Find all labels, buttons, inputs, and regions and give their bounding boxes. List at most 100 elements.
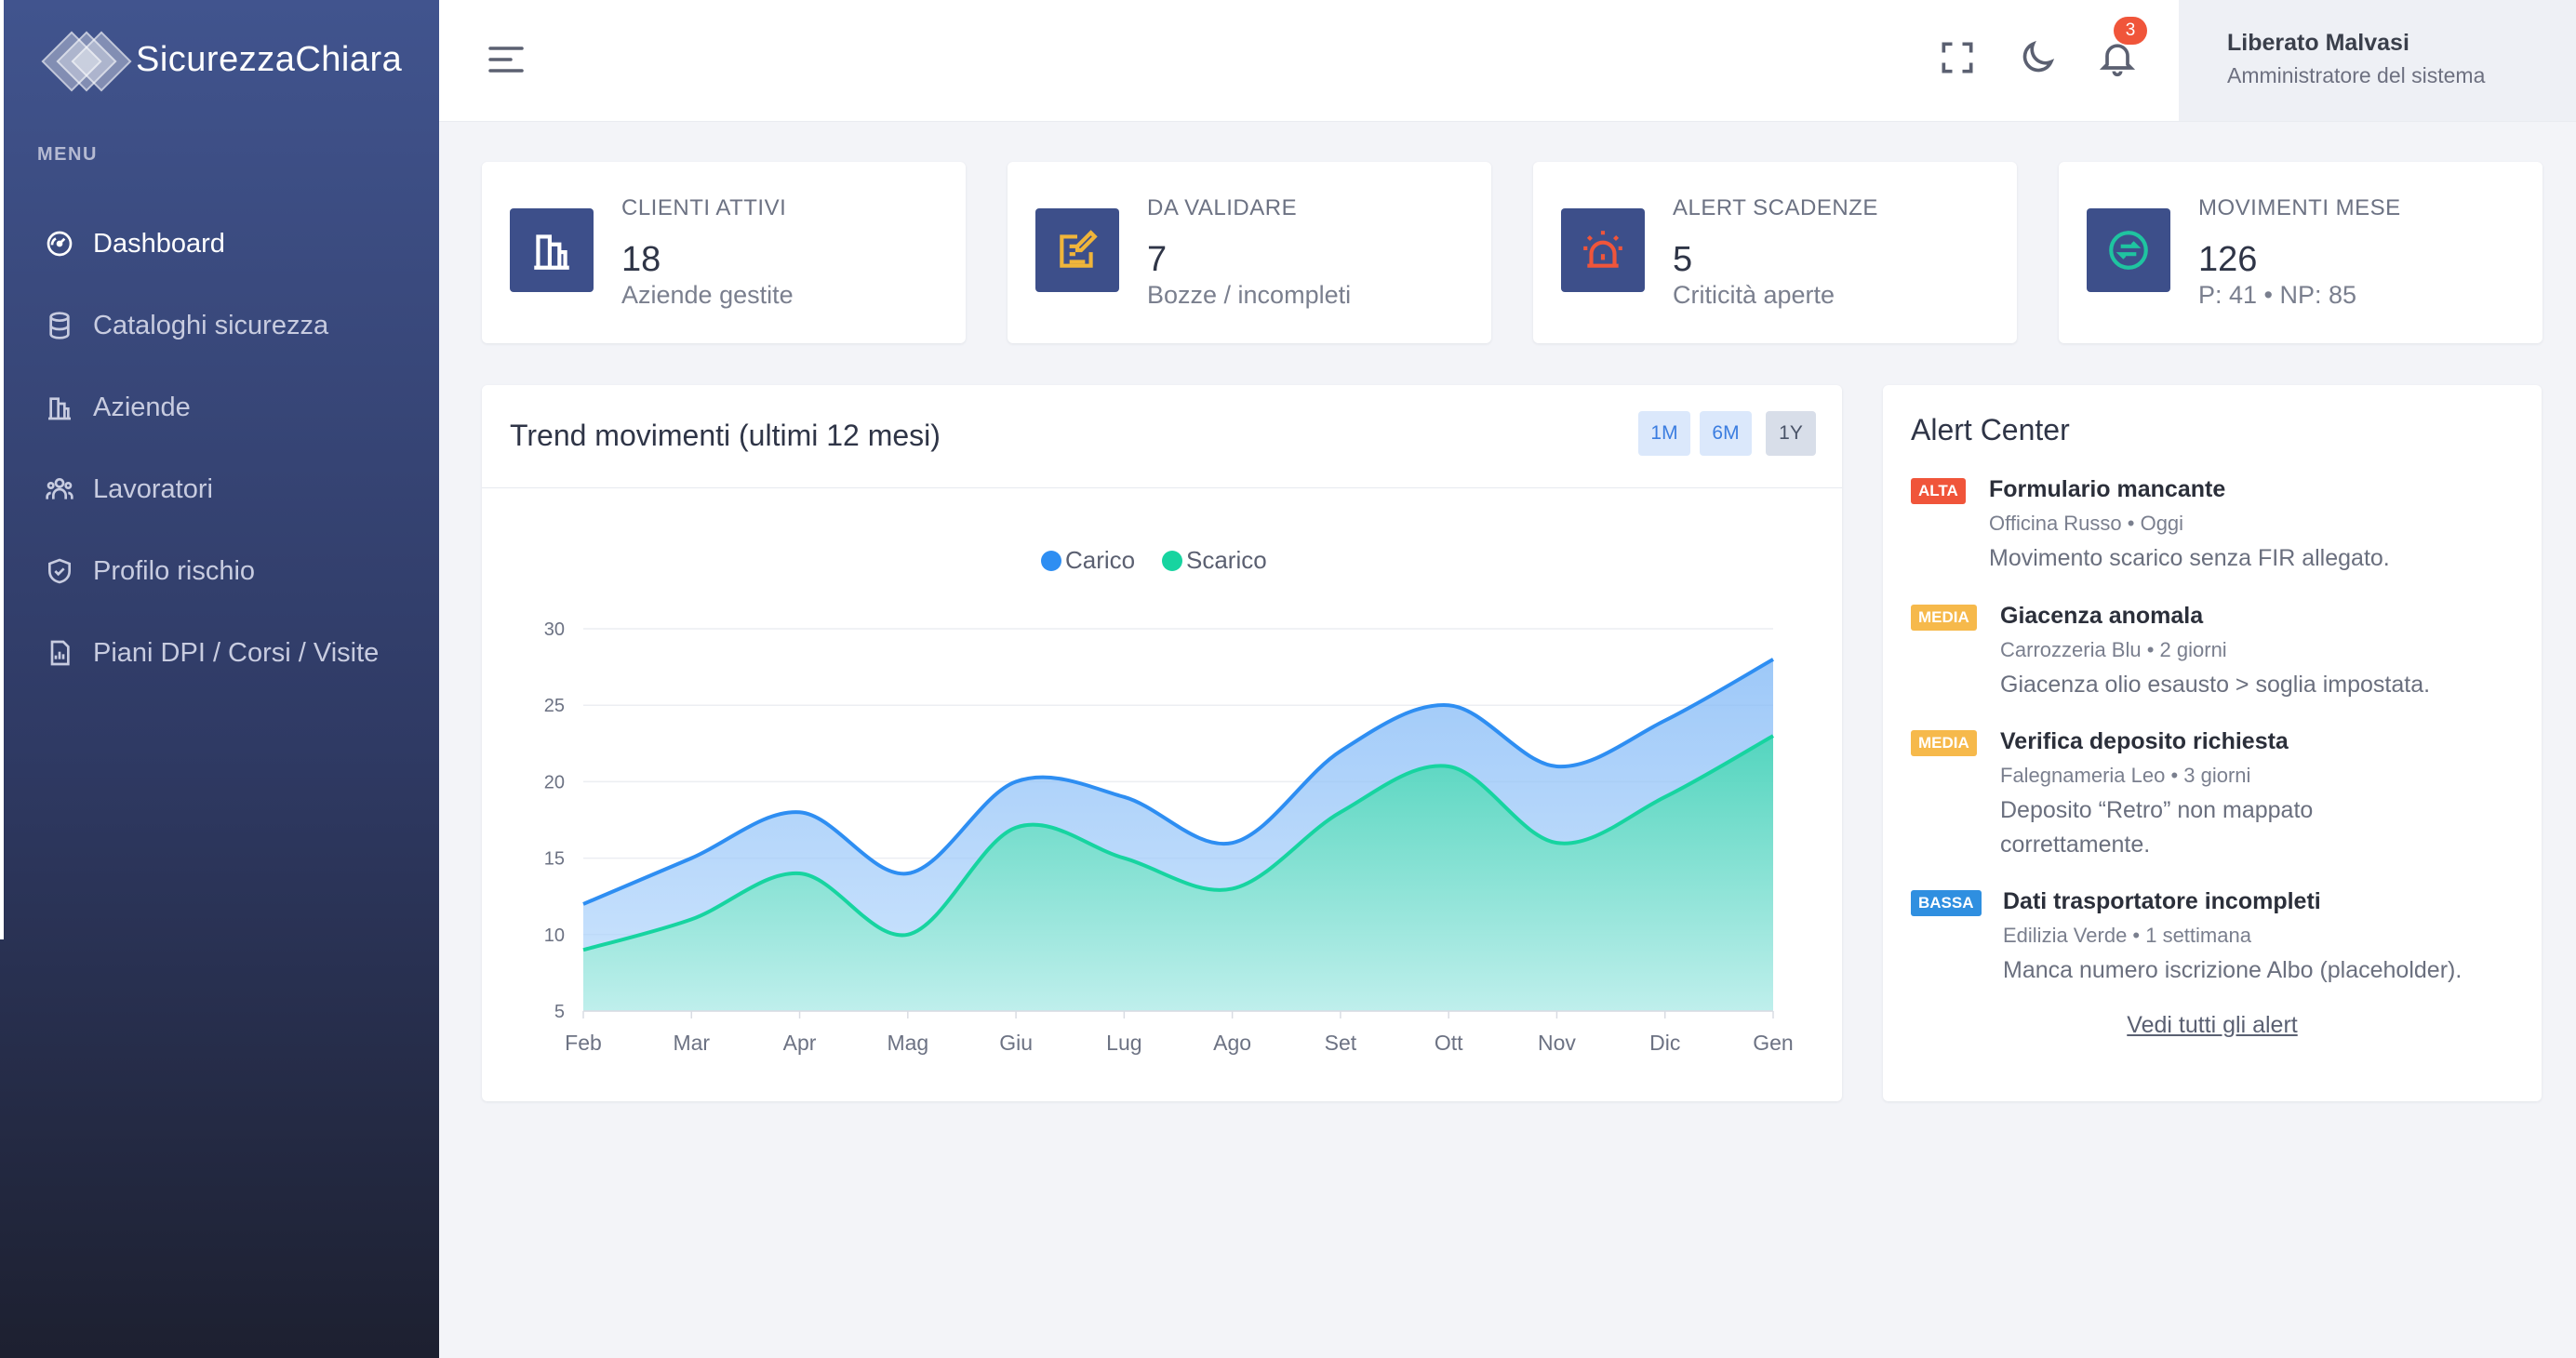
stat-subtitle: Aziende gestite xyxy=(621,281,794,309)
see-all-alerts-link[interactable]: Vedi tutti gli alert xyxy=(2127,1012,2298,1038)
alert-message: Giacenza olio esausto > soglia impostata… xyxy=(2000,672,2431,698)
x-tick-label: Set xyxy=(1325,1031,1357,1055)
severity-badge: ALTA xyxy=(1911,478,1966,504)
trend-chart-card: Trend movimenti (ultimi 12 mesi) 1M 6M 1… xyxy=(482,385,1842,1101)
legend-label-carico[interactable]: Carico xyxy=(1065,546,1135,574)
brand[interactable]: SicurezzaChiara xyxy=(41,26,402,93)
severity-badge: BASSA xyxy=(1911,890,1982,916)
x-tick-label: Mar xyxy=(673,1031,710,1055)
stat-value: 7 xyxy=(1147,240,1168,279)
shield-check-icon xyxy=(48,558,71,584)
y-tick-label: 25 xyxy=(544,696,565,716)
stat-card-movimenti-mese: MOVIMENTI MESE 126 P: 41 • NP: 85 xyxy=(2059,162,2543,343)
topbar: 3 Liberato Malvasi Amministratore del si… xyxy=(439,0,2576,122)
chart-legend[interactable]: Carico Scarico xyxy=(1041,546,1267,574)
sidebar-item-profilo-rischio[interactable]: Profilo rischio xyxy=(0,530,439,612)
alert-title: Dati trasportatore incompleti xyxy=(2003,888,2321,914)
sidebar-item-label: Cataloghi sicurezza xyxy=(93,310,329,340)
alert-center-title: Alert Center xyxy=(1911,413,2070,446)
series-line-scarico xyxy=(582,734,1774,952)
notification-bell-icon[interactable] xyxy=(2097,37,2138,78)
alert-center-card: Alert Center ALTA Formulario mancante Of… xyxy=(1883,385,2542,1101)
legend-label-scarico[interactable]: Scarico xyxy=(1186,546,1267,574)
sidebar-item-dashboard[interactable]: Dashboard xyxy=(0,203,439,285)
building-icon xyxy=(48,397,71,420)
fullscreen-icon[interactable] xyxy=(1937,37,1978,78)
stat-card-alert-scadenze: ALERT SCADENZE 5 Criticità aperte xyxy=(1533,162,2017,343)
series-area-scarico xyxy=(583,736,1773,1011)
legend-marker-carico[interactable] xyxy=(1041,551,1061,571)
stat-value: 5 xyxy=(1673,240,1693,279)
range-button-1m[interactable]: 1M xyxy=(1638,411,1690,456)
stat-value: 126 xyxy=(2198,240,2258,279)
alert-title: Formulario mancante xyxy=(1989,476,2226,502)
x-tick-label: Mag xyxy=(887,1031,928,1055)
dashboard-gauge-icon xyxy=(47,231,73,257)
sidebar-item-aziende[interactable]: Aziende xyxy=(0,366,439,448)
y-tick-label: 30 xyxy=(544,619,565,640)
alert-message: Manca numero iscrizione Albo (placeholde… xyxy=(2003,957,2463,983)
chart-title: Trend movimenti (ultimi 12 mesi) xyxy=(510,419,941,452)
sidebar: SicurezzaChiara MENU Dashboard Cataloghi… xyxy=(0,0,439,1358)
x-tick-label: Ott xyxy=(1435,1031,1463,1055)
sidebar-nav: Dashboard Cataloghi sicurezza Aziende La… xyxy=(0,203,439,694)
user-name: Liberato Malvasi xyxy=(2227,30,2409,56)
stat-subtitle: P: 41 • NP: 85 xyxy=(2198,281,2357,309)
user-role: Amministratore del sistema xyxy=(2227,63,2486,87)
x-tick-label: Dic xyxy=(1649,1031,1680,1055)
database-icon xyxy=(49,312,70,340)
sidebar-item-label: Dashboard xyxy=(93,228,225,259)
brand-logo-icon xyxy=(41,26,132,93)
chart-card-header: Trend movimenti (ultimi 12 mesi) 1M 6M 1… xyxy=(482,385,1842,488)
trend-area-chart: 5 10 15 20 25 30 Feb Mar Apr Mag Giu Lug Ago Set Ott No… xyxy=(544,546,1794,1055)
y-tick-label: 15 xyxy=(544,849,565,870)
y-tick-label: 10 xyxy=(544,925,565,946)
x-tick-label: Nov xyxy=(1538,1031,1576,1055)
x-tick-label: Lug xyxy=(1106,1031,1141,1055)
alarm-siren-icon xyxy=(1583,231,1622,268)
stat-card-da-validare: DA VALIDARE 7 Bozze / incompleti xyxy=(1008,162,1491,343)
notification-count-badge: 3 xyxy=(2114,17,2147,45)
menu-toggle-icon[interactable] xyxy=(487,43,525,76)
x-tick-label: Apr xyxy=(783,1031,817,1055)
range-button-6m[interactable]: 6M xyxy=(1700,411,1752,456)
legend-marker-scarico[interactable] xyxy=(1162,551,1182,571)
y-tick-label: 20 xyxy=(544,772,565,792)
building-icon xyxy=(534,234,569,270)
menu-title: MENU xyxy=(37,144,98,165)
severity-badge: MEDIA xyxy=(1911,730,1977,756)
stat-label: MOVIMENTI MESE xyxy=(2198,195,2401,220)
alert-message: Deposito “Retro” non mappato correttamen… xyxy=(2000,797,2314,858)
chart-areas xyxy=(582,658,1774,1011)
sidebar-item-label: Piani DPI / Corsi / Visite xyxy=(93,637,380,668)
report-chart-icon xyxy=(50,640,70,666)
stat-label: CLIENTI ATTIVI xyxy=(621,195,787,220)
sidebar-item-cataloghi[interactable]: Cataloghi sicurezza xyxy=(0,285,439,366)
stat-subtitle: Bozze / incompleti xyxy=(1147,281,1352,309)
x-tick-label: Ago xyxy=(1213,1031,1251,1055)
stat-subtitle: Criticità aperte xyxy=(1673,281,1835,309)
x-tick-label: Giu xyxy=(999,1031,1033,1055)
users-icon xyxy=(46,478,73,499)
dark-mode-moon-icon[interactable] xyxy=(2017,37,2058,78)
alert-meta: Officina Russo • Oggi xyxy=(1989,512,2184,535)
stat-label: ALERT SCADENZE xyxy=(1673,195,1878,220)
stat-label: DA VALIDARE xyxy=(1147,195,1298,220)
stat-card-clienti-attivi: CLIENTI ATTIVI 18 Aziende gestite xyxy=(482,162,966,343)
sidebar-item-label: Aziende xyxy=(93,392,191,422)
y-tick-label: 5 xyxy=(554,1002,565,1022)
alert-title: Giacenza anomala xyxy=(2000,603,2204,629)
sidebar-item-label: Lavoratori xyxy=(93,473,213,504)
alert-title: Verifica deposito richiesta xyxy=(2000,728,2289,754)
user-menu[interactable]: Liberato Malvasi Amministratore del sist… xyxy=(2179,0,2576,121)
exchange-circle-icon xyxy=(2109,231,2148,270)
alert-meta: Carrozzeria Blu • 2 giorni xyxy=(2000,638,2227,661)
sidebar-item-piani-dpi[interactable]: Piani DPI / Corsi / Visite xyxy=(0,612,439,694)
chart-axes: 5 10 15 20 25 30 Feb Mar Apr Mag Giu Lug Ago Set Ott No… xyxy=(544,619,1794,1055)
stat-value: 18 xyxy=(621,240,661,279)
alert-meta: Edilizia Verde • 1 settimana xyxy=(2003,924,2251,947)
sidebar-item-lavoratori[interactable]: Lavoratori xyxy=(0,448,439,530)
alert-meta: Falegnameria Leo • 3 giorni xyxy=(2000,764,2251,787)
alert-message: Movimento scarico senza FIR allegato. xyxy=(1989,545,2390,571)
range-button-1y[interactable]: 1Y xyxy=(1766,411,1816,456)
